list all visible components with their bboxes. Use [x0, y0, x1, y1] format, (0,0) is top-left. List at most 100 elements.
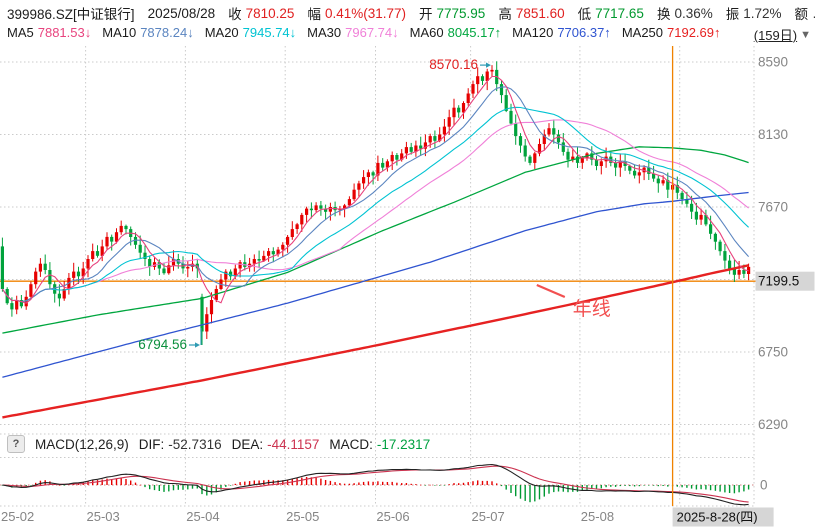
ma60-line — [2, 146, 749, 334]
macd-item-label: DIF: — [138, 436, 165, 452]
svg-text:年线: 年线 — [573, 298, 611, 320]
ma250-line — [2, 264, 749, 419]
ma-item-6: MA250 7192.69↑ — [622, 25, 721, 40]
ma-item-0: MA5 7881.53↓ — [7, 25, 91, 40]
svg-text:25-02: 25-02 — [1, 509, 34, 524]
svg-text:7199.5: 7199.5 — [758, 274, 799, 289]
macd-item-value: -17.2317 — [376, 436, 431, 452]
svg-text:25-08: 25-08 — [581, 509, 614, 524]
help-icon[interactable]: ? — [7, 435, 25, 453]
svg-text:25-06: 25-06 — [376, 509, 409, 524]
ma5-line — [1, 75, 749, 304]
quote-field-value: 0.41%(31.77) — [324, 5, 407, 21]
low-annotation: 6794.56 — [138, 328, 202, 352]
svg-text:25-04: 25-04 — [186, 509, 219, 524]
x-axis-labels: 25-02 25-03 25-04 25-05 25-06 25-07 25-08 — [1, 509, 614, 524]
quote-field-5: 换 0.36% — [657, 3, 713, 23]
quote-field-label: 振 — [725, 7, 740, 22]
quote-field-1: 幅 0.41%(31.77) — [307, 3, 406, 23]
quote-field-value: 7717.65 — [595, 5, 644, 21]
ma-bar: MA5 7881.53↓ MA10 7878.24↓ MA20 7945.74↓ MA30 7… — [7, 25, 757, 40]
macd-pane[interactable] — [1, 463, 750, 506]
quote-field-value: 7775.95 — [436, 5, 486, 21]
macd-header: ? MACD(12,26,9) DIF: -52.7316 DEA: -44.1157… — [7, 435, 430, 453]
ma-item-value: 7192.69↑ — [667, 25, 721, 40]
ma-item-label: MA30 — [307, 25, 342, 40]
symbol-name: 399986.SZ[中证银行] — [7, 7, 135, 22]
ma-item-value: 7881.53↓ — [37, 25, 92, 40]
ma-item-2: MA20 7945.74↓ — [205, 25, 296, 40]
svg-text:25-03: 25-03 — [87, 509, 120, 524]
ma30-line — [1, 119, 749, 303]
ma-item-label: MA60 — [409, 25, 444, 40]
quote-date: 2025/08/28 — [147, 5, 216, 21]
quote-field-label: 收 — [228, 7, 242, 22]
ma-item-value: 7945.74↓ — [242, 25, 297, 40]
y-axis-labels: 8590 8130 7670 6750 6290 0 — [758, 55, 788, 493]
year-line-annotation: 年线 — [536, 283, 611, 320]
quote-field-6: 振 1.72% — [726, 3, 782, 23]
quote-field-3: 高 7851.60 — [498, 3, 564, 23]
quote-field-value: 1.72% — [743, 5, 782, 21]
macd-item-label: DEA: — [231, 436, 264, 452]
quote-field-value: … — [812, 6, 815, 21]
macd-item-value: -52.7316 — [168, 436, 222, 452]
svg-text:6750: 6750 — [758, 345, 788, 360]
selected-date-tag: 2025-8-28(四) — [672, 507, 774, 527]
dea-line — [2, 465, 749, 503]
period-selector[interactable]: (159日) ▼ — [754, 25, 811, 44]
quote-field-7: 额… — [795, 3, 815, 23]
macd-title[interactable]: MACD(12,26,9) — [35, 436, 129, 452]
quote-field-2: 开 7775.95 — [419, 3, 485, 23]
kline-chart[interactable]: 8590 8130 7670 6750 6290 0 7199.5 25-02 25-03 25-… — [0, 46, 815, 527]
ma-item-value: 7878.24↓ — [140, 25, 194, 40]
svg-text:7670: 7670 — [758, 200, 788, 215]
quote-fields: 收 7810.25 幅 0.41%(31.77) 开 7775.95 高 7851.60 低 77… — [228, 3, 815, 23]
info-bar: 399986.SZ[中证银行] 2025/08/28 收 7810.25 幅 0.41… — [7, 3, 815, 23]
macd-values: DIF: -52.7316 DEA: -44.1157 MACD: -17.2317 — [139, 437, 430, 452]
svg-text:8130: 8130 — [758, 127, 788, 142]
macd-item-0: DIF: -52.7316 — [139, 437, 222, 452]
quote-field-label: 开 — [419, 7, 433, 22]
ma10-line — [1, 86, 750, 303]
quote-field-label: 额 — [794, 7, 809, 22]
macd-item-label: MACD: — [329, 436, 373, 452]
macd-item-value: -44.1157 — [267, 436, 320, 452]
ma20-line — [1, 106, 749, 303]
svg-text:2025-8-28(四): 2025-8-28(四) — [677, 510, 758, 525]
ma-item-value: 7967.74↓ — [345, 25, 399, 40]
quote-field-0: 收 7810.25 — [228, 3, 294, 23]
svg-text:25-07: 25-07 — [472, 509, 505, 524]
quote-field-value: 7851.60 — [515, 5, 565, 21]
svg-text:25-05: 25-05 — [286, 509, 319, 524]
ref-price-tag: 7199.5 — [755, 271, 815, 291]
ma-item-value: 7706.37↑ — [557, 25, 611, 40]
ma-item-3: MA30 7967.74↓ — [307, 25, 398, 40]
ma-item-label: MA5 — [7, 25, 34, 40]
ma-lines-layer — [1, 75, 750, 419]
ma-item-4: MA60 8045.17↑ — [410, 25, 501, 40]
ma-item-value: 8045.17↑ — [447, 25, 502, 40]
ma-item-1: MA10 7878.24↓ — [102, 25, 193, 40]
ma-values: MA5 7881.53↓ MA10 7878.24↓ MA20 7945.74↓ MA30 7… — [7, 25, 721, 40]
ma-item-5: MA120 7706.37↑ — [512, 25, 611, 40]
chevron-down-icon[interactable]: ▼ — [800, 28, 811, 41]
quote-field-label: 幅 — [307, 7, 321, 22]
svg-text:8570.16: 8570.16 — [429, 57, 478, 72]
ma-item-label: MA120 — [512, 25, 554, 40]
svg-text:0: 0 — [760, 478, 768, 493]
quote-field-4: 低 7717.65 — [578, 3, 644, 23]
quote-field-label: 高 — [498, 7, 512, 22]
period-label[interactable]: (159日) — [753, 28, 798, 43]
ma120-line — [2, 191, 749, 378]
dif-line — [2, 463, 749, 506]
macd-item-1: DEA: -44.1157 — [232, 437, 320, 452]
macd-item-2: MACD: -17.2317 — [329, 437, 430, 452]
quote-field-label: 低 — [577, 7, 592, 22]
high-annotation: 8570.16 — [429, 57, 491, 72]
svg-text:8590: 8590 — [758, 55, 788, 70]
ma-item-label: MA20 — [204, 25, 239, 40]
quote-field-label: 换 — [656, 7, 671, 22]
quote-field-value: 7810.25 — [245, 5, 295, 21]
